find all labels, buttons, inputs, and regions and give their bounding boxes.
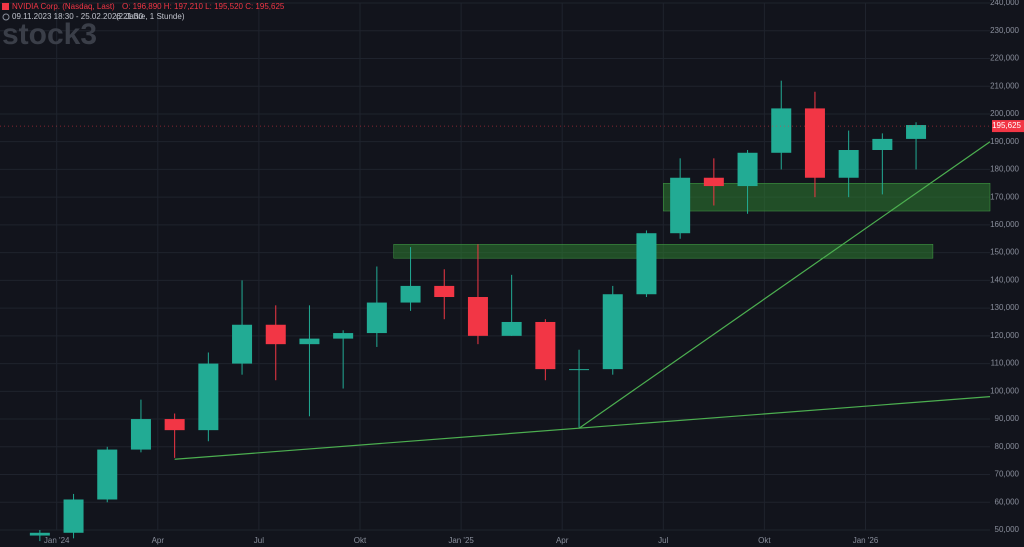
candle-body <box>804 108 825 178</box>
candle-body <box>299 338 320 345</box>
clock-icon <box>2 13 10 21</box>
y-tick-label: 150,000 <box>990 248 1019 257</box>
candle-body <box>602 294 623 370</box>
y-tick-label: 100,000 <box>990 386 1019 395</box>
y-tick-label: 80,000 <box>995 442 1020 451</box>
candle-body <box>97 449 118 500</box>
symbol-icon <box>2 3 9 10</box>
candle-body <box>737 152 758 187</box>
candle-body <box>872 138 893 151</box>
candle-body <box>63 499 84 533</box>
zone <box>393 244 934 259</box>
x-tick-label: Jul <box>658 536 668 545</box>
y-tick-label: 70,000 <box>995 470 1020 479</box>
candle-body <box>838 150 859 178</box>
y-tick-label: 170,000 <box>990 192 1019 201</box>
grid <box>0 2 990 531</box>
y-tick-label: 210,000 <box>990 81 1019 90</box>
y-tick-label: 230,000 <box>990 26 1019 35</box>
interval: (2 Jahre, 1 Stunde) <box>116 12 185 21</box>
zone <box>663 183 991 212</box>
y-tick-label: 90,000 <box>995 414 1020 423</box>
candle-body <box>636 233 657 295</box>
subtitle: 09.11.2023 18:30 - 25.02.2026 21:30 <box>12 12 144 21</box>
candle-body <box>333 333 354 339</box>
y-tick-label: 240,000 <box>990 0 1019 7</box>
candle-body <box>467 297 488 336</box>
x-tick-label: Okt <box>354 536 367 545</box>
trendline <box>174 396 991 460</box>
y-tick-label: 140,000 <box>990 275 1019 284</box>
y-tick-label: 110,000 <box>991 359 1020 368</box>
watermark: stock3 <box>2 18 97 51</box>
y-tick-label: 50,000 <box>995 525 1020 534</box>
candle-body <box>366 302 387 334</box>
trendlines <box>174 141 991 460</box>
candle-body <box>434 285 455 298</box>
y-tick-label: 160,000 <box>990 220 1019 229</box>
y-tick-label: 130,000 <box>990 303 1019 312</box>
y-tick-label: 200,000 <box>990 109 1019 118</box>
y-tick-label: 60,000 <box>995 497 1020 506</box>
candle-body <box>535 321 556 370</box>
candle-body <box>703 177 724 187</box>
y-tick-label: 220,000 <box>990 54 1019 63</box>
x-tick-label: Apr <box>152 536 165 545</box>
x-tick-label: Jul <box>254 536 264 545</box>
x-tick-label: Apr <box>556 536 569 545</box>
candle-body <box>569 369 590 371</box>
candle-body <box>29 532 50 536</box>
trendline <box>578 141 991 429</box>
last-price-box <box>992 120 1024 133</box>
y-tick-label: 120,000 <box>990 331 1019 340</box>
x-tick-label: Jan '25 <box>448 536 474 545</box>
chart-title: NVIDIA Corp. (Nasdaq, Last) <box>12 2 115 11</box>
candle-body <box>501 321 522 336</box>
x-tick-label: Okt <box>758 536 771 545</box>
candle-body <box>232 324 253 364</box>
candle-body <box>771 108 792 153</box>
candle-body <box>265 324 286 345</box>
candle-body <box>164 419 185 431</box>
candle-body <box>130 419 151 450</box>
x-tick-label: Jan '24 <box>44 536 70 545</box>
candle-body <box>198 363 219 431</box>
ohlc-header: O: 196,890 H: 197,210 L: 195,520 C: 195,… <box>122 2 285 11</box>
candle-body <box>906 125 927 139</box>
last-price-label: 195,625 <box>992 121 1021 130</box>
candle-body <box>670 177 691 234</box>
y-tick-label: 180,000 <box>990 165 1019 174</box>
x-tick-label: Jan '26 <box>853 536 879 545</box>
candles <box>29 80 927 542</box>
y-tick-label: 190,000 <box>990 137 1019 146</box>
candle-body <box>400 285 421 303</box>
zones <box>393 183 991 259</box>
